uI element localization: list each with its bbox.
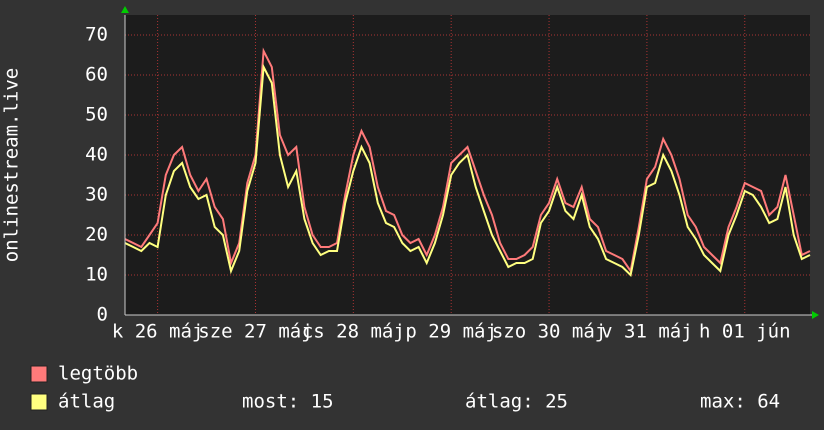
- x-tick-label: szo 30 máj: [492, 321, 606, 343]
- y-tick-label: 10: [85, 264, 108, 286]
- x-tick-label: v 31 máj: [601, 321, 693, 343]
- stat-text: most: 15: [242, 391, 334, 413]
- y-tick-label: 30: [85, 184, 108, 206]
- legend-swatch: [30, 393, 48, 411]
- y-tick-label: 50: [85, 104, 108, 126]
- x-tick-label: h 01 jún: [699, 321, 791, 343]
- legend-swatch: [30, 365, 48, 383]
- legend-label: legtöbb: [58, 363, 138, 385]
- y-tick-label: 40: [85, 144, 108, 166]
- y-tick-label: 70: [85, 24, 108, 46]
- series-line: [124, 63, 811, 277]
- y-axis-label: onlinestream.live: [1, 68, 23, 262]
- legend-label: átlag: [58, 391, 115, 413]
- x-tick-label: sze 27 máj: [198, 321, 312, 343]
- x-tick-label: k 26 máj: [112, 321, 204, 343]
- y-tick-label: 20: [85, 224, 108, 246]
- y-tick-label: 60: [85, 64, 108, 86]
- plot-area: [125, 15, 810, 315]
- stat-text: max: 64: [700, 391, 780, 413]
- x-tick-label: cs 28 máj: [302, 321, 405, 343]
- x-tick-label: p 29 máj: [405, 321, 497, 343]
- x-arrow: [812, 311, 819, 319]
- y-arrow: [121, 6, 129, 13]
- series-line: [124, 47, 811, 274]
- stat-text: átlag: 25: [465, 391, 568, 413]
- y-tick-label: 0: [97, 304, 108, 326]
